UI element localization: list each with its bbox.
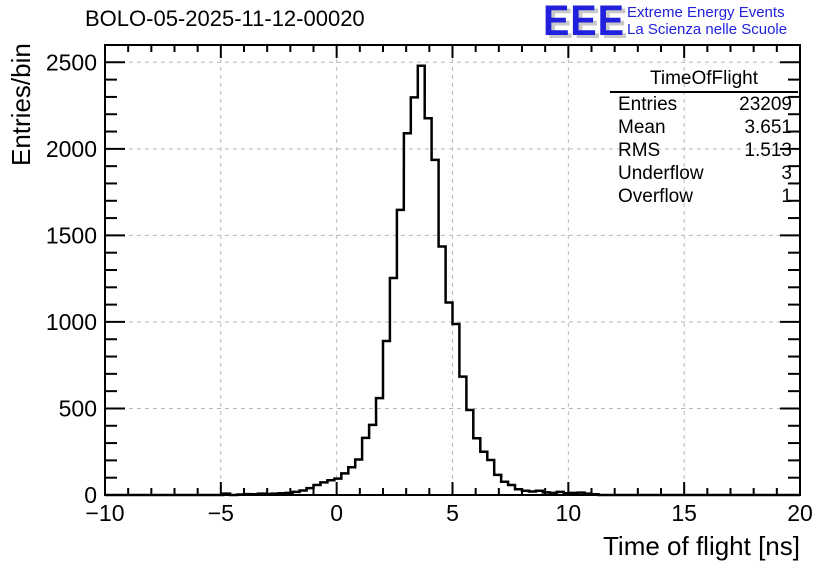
x-tick-label: 0 (330, 500, 343, 526)
stats-label: RMS (618, 140, 661, 161)
stats-value: 1.513 (744, 140, 792, 161)
y-tick-label: 0 (84, 482, 97, 508)
x-tick-label: 5 (446, 500, 459, 526)
stats-row-rms: RMS 1.513 (610, 139, 798, 162)
y-tick-label: 1000 (46, 309, 97, 335)
stats-row-underflow: Underflow 3 (610, 162, 798, 185)
eee-logo-line1: Extreme Energy Events (627, 4, 785, 21)
stats-value: 1 (781, 186, 792, 207)
stats-value: 3.651 (744, 117, 792, 138)
stats-value: 23209 (739, 94, 792, 115)
stats-box-title: TimeOfFlight (610, 67, 798, 93)
y-tick-label: 2000 (46, 136, 97, 162)
stats-row-mean: Mean 3.651 (610, 116, 798, 139)
y-tick-label: 2500 (46, 49, 97, 75)
y-tick-label: 1500 (46, 222, 97, 248)
eee-logo-line2: La Scienza nelle Scuole (627, 21, 788, 38)
stats-box: TimeOfFlight Entries 23209 Mean 3.651 RM… (610, 67, 798, 208)
x-tick-label: −10 (85, 500, 124, 526)
stats-label: Entries (618, 94, 678, 115)
eee-logo-acronym: EEE (543, 0, 625, 45)
eee-logo: EEE Extreme Energy Events La Scienza nel… (543, 0, 787, 45)
x-tick-label: 20 (787, 500, 813, 526)
stats-label: Underflow (618, 163, 704, 184)
stats-row-entries: Entries 23209 (610, 93, 798, 116)
stats-value: 3 (781, 163, 792, 184)
stats-label: Mean (618, 117, 666, 138)
stats-label: Overflow (618, 186, 693, 207)
x-tick-label: 15 (671, 500, 697, 526)
y-axis-title: Entries/bin (6, 43, 36, 166)
y-tick-label: 500 (59, 395, 97, 421)
stats-row-overflow: Overflow 1 (610, 185, 798, 208)
x-axis-title: Time of flight [ns] (603, 531, 800, 561)
x-tick-label: −5 (208, 500, 234, 526)
chart-title: BOLO-05-2025-11-12-00020 (85, 6, 365, 31)
x-tick-label: 10 (556, 500, 582, 526)
